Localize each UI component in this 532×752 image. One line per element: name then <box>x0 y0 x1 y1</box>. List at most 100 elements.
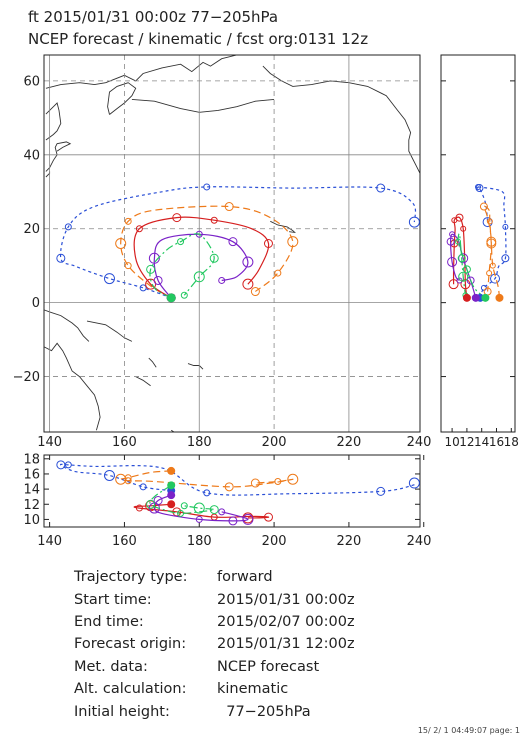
start-marker <box>166 293 176 303</box>
height-ytick-label: 12 <box>23 498 40 513</box>
trajectory-marker <box>180 291 188 299</box>
height-xtick-label: 180 <box>187 534 212 549</box>
trajectory-marker <box>376 183 386 193</box>
height-marker <box>103 469 115 481</box>
trajectory-marker <box>203 183 211 191</box>
height-xtick-label: 140 <box>37 534 62 549</box>
trajectory-marker <box>139 284 147 292</box>
side-marker <box>448 279 459 290</box>
trajectory-marker <box>242 256 254 268</box>
coast-alaska <box>262 65 420 174</box>
info-row: Initial height: 77−205hPa <box>74 700 355 722</box>
info-value: kinematic <box>217 681 289 698</box>
map-trajectories <box>56 183 420 299</box>
side-marker <box>475 184 484 193</box>
height-profile-line <box>149 484 215 515</box>
trajectory-marker <box>172 213 182 223</box>
info-value: 2015/02/07 00:00z <box>217 613 355 630</box>
coast-solomons <box>86 320 133 342</box>
side-marker <box>460 225 467 232</box>
height-marker <box>250 478 260 488</box>
trajectory-marker <box>146 264 156 274</box>
coast-japan <box>45 141 72 172</box>
trajectory-marker <box>115 238 127 249</box>
height-marker <box>242 513 254 525</box>
side-marker <box>456 277 463 284</box>
coast-sakhalin <box>45 102 62 141</box>
start-marker-side <box>495 293 504 302</box>
footer-timestamp: 15/ 2/ 1 04:49:07 page: 1 <box>417 726 520 735</box>
coast-fiji <box>187 363 204 370</box>
trajectory-line <box>133 216 270 299</box>
trajectory-marker <box>228 237 238 247</box>
height-profile-line <box>153 494 249 522</box>
height-xtick-label: 240 <box>407 534 432 549</box>
trajectory-marker <box>148 252 160 264</box>
side-marker <box>466 276 475 285</box>
side-marker <box>458 271 469 282</box>
height-marker <box>408 477 420 489</box>
side-marker <box>462 265 471 274</box>
start-marker-height <box>167 491 176 500</box>
info-row: Alt. calculation: kinematic <box>74 678 355 700</box>
height-marker <box>180 502 188 510</box>
height-marker <box>287 473 299 485</box>
map-frame <box>43 54 421 433</box>
height-profile-line <box>120 470 294 488</box>
side-profile-line <box>457 233 486 299</box>
trajectory-line <box>153 233 249 299</box>
info-value: forward <box>217 569 273 586</box>
trajectory-marker <box>56 253 66 263</box>
trajectory-marker <box>103 273 115 285</box>
height-marker <box>224 482 234 492</box>
trajectory-marker <box>287 236 299 248</box>
start-marker-side <box>471 293 480 302</box>
chart-title-line1: ft 2015/01/31 00:00z 77−205hPa <box>28 8 279 26</box>
side-xtick-label: 14 <box>474 435 489 449</box>
trajectory-marker <box>408 216 420 228</box>
height-profile-line <box>59 463 417 496</box>
info-key: Alt. calculation: <box>74 681 187 698</box>
height-marker <box>146 499 156 509</box>
coast-siberia <box>45 55 237 89</box>
side-profile-line <box>483 205 501 298</box>
side-xtick-label: 18 <box>504 435 519 449</box>
start-marker-height <box>167 500 176 509</box>
info-key: End time: <box>74 613 144 630</box>
side-xtick-label: 16 <box>489 435 504 449</box>
height-xtick-label: 200 <box>262 534 287 549</box>
trajectory-line <box>59 186 417 299</box>
trajectory-line <box>149 233 215 299</box>
height-marker <box>195 515 203 523</box>
side-marker <box>486 270 493 277</box>
map-xtick-label: 160 <box>112 435 137 450</box>
map-xtick-label: 240 <box>407 435 432 450</box>
height-xtick-label: 160 <box>112 534 137 549</box>
height-marker <box>376 486 386 496</box>
trajectory-marker <box>274 269 282 277</box>
trajectory-marker <box>263 239 273 248</box>
height-ytick-label: 14 <box>23 483 40 498</box>
side-marker <box>446 237 455 246</box>
coast-japan-south <box>45 171 51 178</box>
map-xtick-label: 140 <box>37 435 62 450</box>
info-key: Met. data: <box>74 658 148 675</box>
height-marker <box>193 502 205 514</box>
trajectory-marker <box>193 271 205 283</box>
side-xtick-label: 10 <box>444 435 459 449</box>
trajectory-line <box>120 205 294 299</box>
info-value: NCEP forecast <box>217 658 320 675</box>
height-marker <box>263 512 273 522</box>
map-ytick-label: 40 <box>23 148 40 163</box>
height-ytick-label: 18 <box>23 452 40 467</box>
info-key: Start time: <box>74 591 152 608</box>
side-marker <box>486 238 497 249</box>
height-marker <box>115 473 127 485</box>
side-trajectories <box>446 183 510 299</box>
info-value: 77−205hPa <box>217 703 311 720</box>
trajectory-marker <box>242 278 254 290</box>
info-key: Initial height: <box>74 703 170 720</box>
info-row: Trajectory type: forward <box>74 566 355 588</box>
side-xtick-label: 12 <box>459 435 474 449</box>
side-marker <box>486 218 493 225</box>
